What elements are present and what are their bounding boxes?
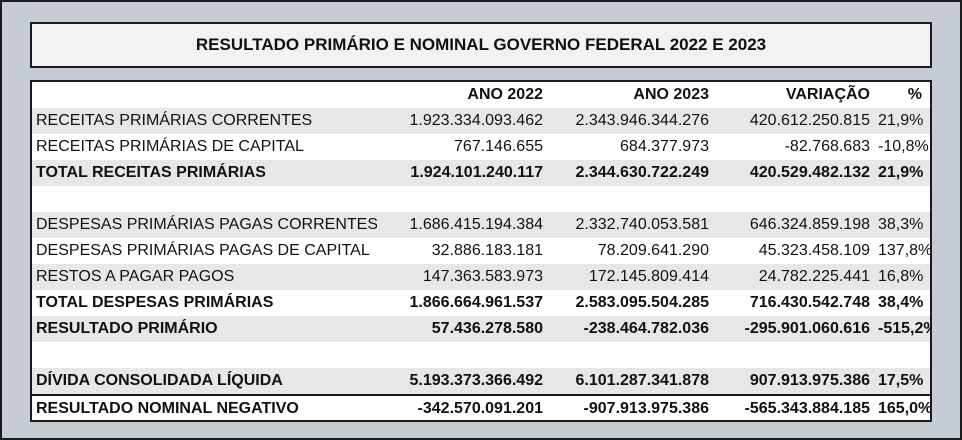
cell-variacao: 24.782.225.441 xyxy=(713,264,874,290)
cell-ano-2022: 1.686.415.194.384 xyxy=(377,212,547,238)
header-ano-2022: ANO 2022 xyxy=(467,86,543,103)
table-header-row: ANO 2022 ANO 2023 VARIAÇÃO % xyxy=(32,82,930,108)
row-label: RESULTADO NOMINAL NEGATIVO xyxy=(32,394,377,422)
cell-percent: 38,3% xyxy=(874,212,930,238)
cell-ano-2022: 1.866.664.961.537 xyxy=(409,294,543,311)
row-label: DESPESAS PRIMÁRIAS PAGAS DE CAPITAL xyxy=(36,242,370,259)
cell-ano-2022: 1.924.101.240.117 xyxy=(377,160,547,186)
row-label: RECEITAS PRIMÁRIAS DE CAPITAL xyxy=(36,138,304,155)
row-label: TOTAL RECEITAS PRIMÁRIAS xyxy=(32,160,377,186)
cell-percent: 16,8% xyxy=(874,264,930,290)
cell-percent: 165,0% xyxy=(874,394,930,422)
cell-variacao: 420.612.250.815 xyxy=(713,108,874,134)
cell-ano-2023: 684.377.973 xyxy=(620,138,709,155)
table-row: RECEITAS PRIMÁRIAS CORRENTES 1.923.334.0… xyxy=(32,108,930,134)
cell-variacao: -82.768.683 xyxy=(784,138,870,155)
cell-ano-2023: 172.145.809.414 xyxy=(547,264,713,290)
header-ano-2023: ANO 2023 xyxy=(633,86,709,103)
table-row: DESPESAS PRIMÁRIAS PAGAS DE CAPITAL 32.8… xyxy=(32,238,930,264)
cell-ano-2023: 2.332.740.053.581 xyxy=(547,212,713,238)
cell-ano-2022: 767.146.655 xyxy=(454,138,543,155)
results-table: ANO 2022 ANO 2023 VARIAÇÃO % RECEITAS PR… xyxy=(32,82,930,422)
row-label: RESULTADO PRIMÁRIO xyxy=(32,316,377,342)
table-row: RESTOS A PAGAR PAGOS 147.363.583.973 172… xyxy=(32,264,930,290)
cell-ano-2023: 2.343.946.344.276 xyxy=(547,108,713,134)
cell-ano-2022: 147.363.583.973 xyxy=(377,264,547,290)
cell-percent: 21,9% xyxy=(874,108,930,134)
report-title: RESULTADO PRIMÁRIO E NOMINAL GOVERNO FED… xyxy=(30,22,932,68)
cell-variacao: 420.529.482.132 xyxy=(713,160,874,186)
cell-ano-2022: -342.570.091.201 xyxy=(377,394,547,422)
cell-variacao: 907.913.975.386 xyxy=(713,368,874,395)
header-label xyxy=(32,82,377,108)
row-label: DÍVIDA CONSOLIDADA LÍQUIDA xyxy=(32,368,377,395)
row-label: DESPESAS PRIMÁRIAS PAGAS CORRENTES xyxy=(32,212,377,238)
cell-ano-2023: 2.344.630.722.249 xyxy=(547,160,713,186)
table-row-result: RESULTADO NOMINAL NEGATIVO -342.570.091.… xyxy=(32,394,930,422)
cell-percent: 21,9% xyxy=(874,160,930,186)
row-label: RESTOS A PAGAR PAGOS xyxy=(32,264,377,290)
cell-percent: -515,2% xyxy=(874,316,930,342)
header-variacao: VARIAÇÃO xyxy=(785,86,870,103)
table-row-result: DÍVIDA CONSOLIDADA LÍQUIDA 5.193.373.366… xyxy=(32,368,930,395)
row-label: TOTAL DESPESAS PRIMÁRIAS xyxy=(36,294,274,311)
cell-ano-2023: 2.583.095.504.285 xyxy=(575,294,709,311)
table-row-total: TOTAL RECEITAS PRIMÁRIAS 1.924.101.240.1… xyxy=(32,160,930,186)
cell-ano-2022: 32.886.183.181 xyxy=(431,242,543,259)
cell-percent: 137,8% xyxy=(878,242,930,259)
cell-variacao: 716.430.542.748 xyxy=(749,294,870,311)
cell-variacao: 646.324.859.198 xyxy=(713,212,874,238)
cell-ano-2022: 1.923.334.093.462 xyxy=(377,108,547,134)
spacer-row xyxy=(32,186,930,212)
cell-percent: 17,5% xyxy=(874,368,930,395)
cell-variacao: -295.901.060.616 xyxy=(713,316,874,342)
table-row-result: RESULTADO PRIMÁRIO 57.436.278.580 -238.4… xyxy=(32,316,930,342)
cell-variacao: -565.343.884.185 xyxy=(713,394,874,422)
table-row-total: TOTAL DESPESAS PRIMÁRIAS 1.866.664.961.5… xyxy=(32,290,930,316)
cell-ano-2022: 57.436.278.580 xyxy=(377,316,547,342)
cell-ano-2022: 5.193.373.366.492 xyxy=(377,368,547,395)
table-row: DESPESAS PRIMÁRIAS PAGAS CORRENTES 1.686… xyxy=(32,212,930,238)
cell-percent: 38,4% xyxy=(878,294,924,311)
cell-ano-2023: 78.209.641.290 xyxy=(597,242,709,259)
cell-variacao: 45.323.458.109 xyxy=(758,242,870,259)
table-row: RECEITAS PRIMÁRIAS DE CAPITAL 767.146.65… xyxy=(32,134,930,160)
cell-ano-2023: 6.101.287.341.878 xyxy=(547,368,713,395)
cell-percent: -10,8% xyxy=(878,138,929,155)
results-table-container: ANO 2022 ANO 2023 VARIAÇÃO % RECEITAS PR… xyxy=(30,80,932,422)
cell-ano-2023: -238.464.782.036 xyxy=(547,316,713,342)
header-percent: % xyxy=(907,86,922,103)
cell-ano-2023: -907.913.975.386 xyxy=(547,394,713,422)
row-label: RECEITAS PRIMÁRIAS CORRENTES xyxy=(32,108,377,134)
spacer-row xyxy=(32,342,930,368)
